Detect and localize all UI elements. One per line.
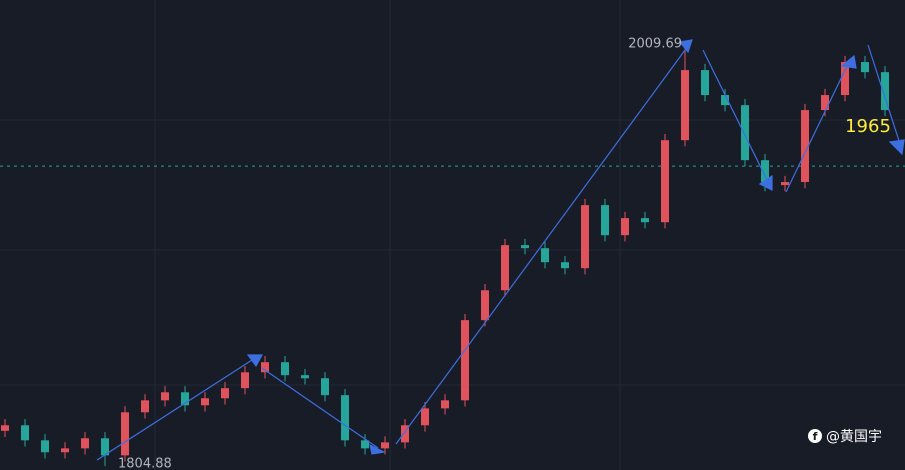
candle-body bbox=[461, 320, 469, 401]
candle-body bbox=[221, 388, 229, 399]
watermark-group: f @黄国宇 bbox=[808, 428, 882, 445]
trend-arrow bbox=[246, 354, 264, 368]
trend-arrow bbox=[369, 443, 386, 455]
trend-arrow bbox=[758, 174, 773, 191]
candle-body bbox=[181, 392, 189, 406]
candle-body bbox=[1, 425, 9, 431]
candle-body bbox=[621, 218, 629, 236]
candle-body bbox=[21, 425, 29, 441]
trend-line bbox=[395, 45, 689, 445]
candle-body bbox=[761, 160, 769, 186]
watermark-icon bbox=[808, 429, 822, 443]
high-label: 2009.69 bbox=[628, 36, 682, 51]
candle-body bbox=[481, 290, 489, 321]
candle-body bbox=[101, 438, 109, 456]
trend-arrow bbox=[888, 139, 905, 156]
candle-body bbox=[201, 398, 209, 406]
candle-body bbox=[741, 105, 749, 161]
candle-body bbox=[541, 248, 549, 263]
candle-body bbox=[641, 218, 649, 223]
candle-body bbox=[581, 205, 589, 269]
trend-line bbox=[96, 359, 253, 461]
candle-body bbox=[601, 205, 609, 236]
trend-line bbox=[702, 49, 769, 183]
candle-body bbox=[781, 182, 789, 186]
trend-line bbox=[867, 44, 903, 151]
low-label: 1804.88 bbox=[118, 457, 172, 470]
candle-body bbox=[841, 62, 849, 96]
candle-body bbox=[401, 425, 409, 443]
trend-arrow bbox=[840, 54, 857, 69]
candle-body bbox=[821, 95, 829, 111]
candle-body bbox=[721, 95, 729, 106]
candle-body bbox=[141, 400, 149, 413]
candle-body bbox=[341, 395, 349, 441]
candle-body bbox=[61, 448, 69, 453]
candle-body bbox=[701, 70, 709, 96]
candles bbox=[0, 43, 905, 467]
candle-body bbox=[361, 440, 369, 449]
trend-lines bbox=[96, 39, 905, 461]
annotation: 1965 bbox=[845, 116, 891, 137]
candle-body bbox=[121, 412, 129, 456]
candle-body bbox=[81, 438, 89, 449]
trend-line bbox=[785, 59, 851, 193]
candle-body bbox=[521, 245, 529, 249]
candle-body bbox=[421, 408, 429, 426]
candle-body bbox=[321, 378, 329, 396]
trend-line bbox=[261, 367, 379, 449]
candle-body bbox=[801, 110, 809, 183]
candle-body bbox=[881, 72, 889, 111]
candle-body bbox=[281, 362, 289, 376]
candle-body bbox=[161, 392, 169, 401]
candle-body bbox=[861, 62, 869, 73]
candle-body bbox=[261, 362, 269, 373]
watermark: @黄国宇 bbox=[826, 428, 882, 445]
watermark-icon-glyph: f bbox=[813, 430, 818, 443]
candle-body bbox=[661, 140, 669, 223]
candle-body bbox=[501, 245, 509, 291]
candle-body bbox=[561, 262, 569, 269]
candle-body bbox=[381, 442, 389, 449]
candle-body bbox=[241, 372, 249, 389]
candle-body bbox=[41, 440, 49, 453]
candle-body bbox=[441, 400, 449, 409]
candle-body bbox=[301, 375, 309, 379]
trend-arrow bbox=[678, 39, 693, 54]
candle-body bbox=[681, 70, 689, 141]
